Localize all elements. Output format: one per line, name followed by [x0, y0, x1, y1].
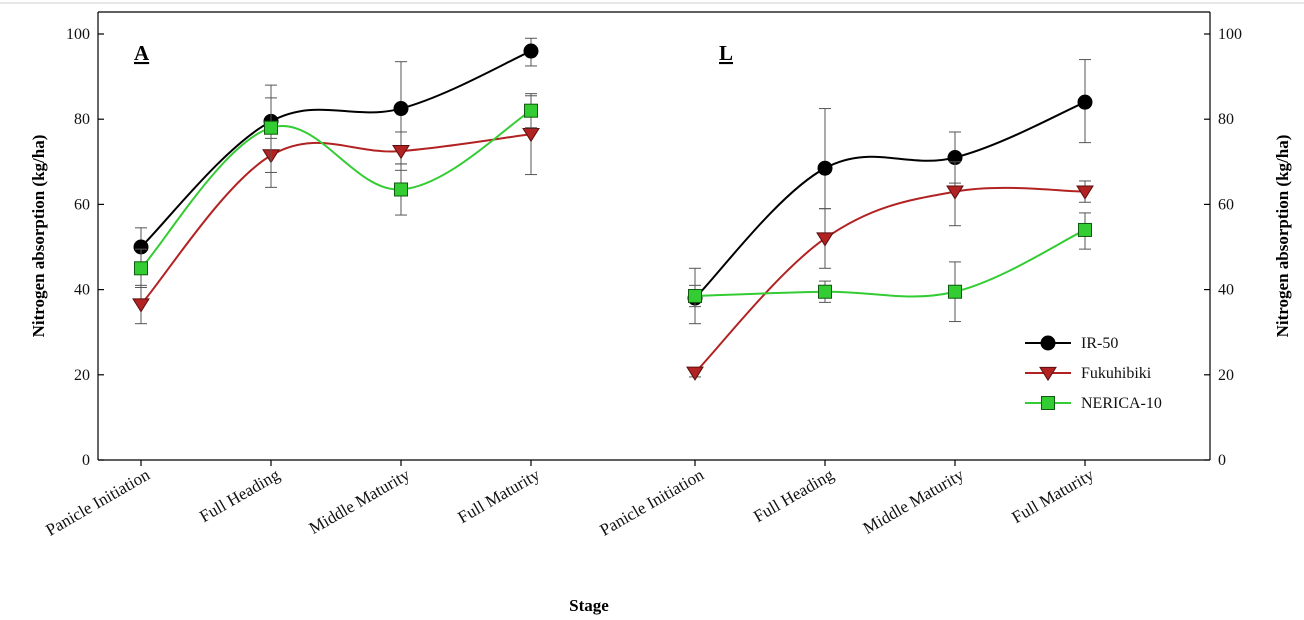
data-point [522, 128, 540, 143]
series-layer [132, 37, 1094, 381]
y-tick-label-right: 100 [1218, 26, 1242, 43]
series-fukuhibiki [686, 161, 1094, 381]
series-ir-50 [687, 59, 1093, 325]
y-tick-label-left: 40 [74, 282, 90, 299]
panel-a [132, 37, 540, 325]
series-line [140, 133, 532, 306]
y-axis-title-left: Nitrogen absorption (kg/ha) [29, 135, 48, 338]
legend-entry-fukuhibiki: Fukuhibiki [1025, 365, 1152, 382]
x-tick-label-panicle-initiation: Panicle Initiation [597, 465, 708, 540]
panel-l [686, 59, 1094, 381]
data-point [392, 145, 410, 160]
data-point [1076, 185, 1094, 200]
y-axis-title-right: Nitrogen absorption (kg/ha) [1273, 135, 1292, 338]
x-tick-label-full-maturity: Full Maturity [1009, 465, 1098, 527]
legend: IR-50 Fukuhibiki NERICA-10 [1025, 335, 1162, 412]
y-tick-label-left: 20 [74, 367, 90, 384]
data-point [132, 298, 150, 313]
series-line [694, 101, 1086, 299]
panel-labels: A L [134, 41, 733, 65]
error-bar [819, 108, 831, 210]
legend-marker [1039, 366, 1057, 382]
y-tick-label-right: 20 [1218, 367, 1234, 384]
y-tick-label-left: 60 [74, 196, 90, 213]
data-point [688, 288, 702, 303]
panel-label-l: L [719, 41, 733, 65]
x-tick-label-full-heading: Full Heading [196, 465, 283, 526]
x-tick-label-middle-maturity: Middle Maturity [306, 465, 414, 538]
legend-entry-ir-50: IR-50 [1025, 335, 1118, 352]
data-point [948, 284, 962, 299]
series-line [694, 186, 1086, 374]
data-point [523, 43, 539, 59]
panel-label-a: A [134, 41, 150, 65]
series-line [140, 50, 532, 248]
legend-label: NERICA-10 [1081, 395, 1162, 412]
y-axis-left: 0 20 40 60 80 100 [66, 26, 104, 469]
series-nerica-10 [134, 95, 538, 288]
data-point [393, 101, 409, 117]
y-tick-label-right: 60 [1218, 196, 1234, 213]
legend-entry-nerica-10: NERICA-10 [1025, 395, 1162, 412]
data-point [818, 284, 832, 299]
series-nerica-10 [688, 212, 1092, 323]
y-tick-label-right: 0 [1218, 452, 1226, 469]
legend-marker [1041, 396, 1055, 410]
legend-label: Fukuhibiki [1081, 365, 1152, 382]
x-tick-label-full-heading: Full Heading [750, 465, 837, 526]
x-tick-label-middle-maturity: Middle Maturity [860, 465, 968, 538]
x-axis: Panicle Initiation Full Heading Middle Mat… [43, 460, 1098, 540]
data-point [524, 103, 538, 118]
error-bar [265, 97, 277, 188]
data-point [1078, 222, 1092, 237]
data-point [816, 232, 834, 247]
y-tick-label-right: 80 [1218, 111, 1234, 128]
data-point [1077, 94, 1093, 110]
x-tick-label-full-maturity: Full Maturity [455, 465, 544, 527]
data-point [394, 182, 408, 197]
data-point [817, 160, 833, 176]
data-point [946, 185, 964, 200]
x-axis-title: Stage [569, 596, 609, 615]
data-point [134, 261, 148, 276]
y-axis-right: 0 20 40 60 80 100 [1204, 26, 1242, 469]
legend-label: IR-50 [1081, 335, 1118, 352]
series-fukuhibiki [132, 93, 540, 325]
data-point [686, 366, 704, 381]
y-tick-label-left: 80 [74, 111, 90, 128]
series-line [694, 229, 1086, 298]
y-tick-label-right: 40 [1218, 282, 1234, 299]
y-tick-label-left: 0 [82, 452, 90, 469]
y-tick-label-left: 100 [66, 26, 90, 43]
data-point [264, 120, 278, 135]
series-line [140, 109, 532, 269]
x-tick-label-panicle-initiation: Panicle Initiation [43, 465, 154, 540]
legend-marker [1040, 335, 1056, 351]
